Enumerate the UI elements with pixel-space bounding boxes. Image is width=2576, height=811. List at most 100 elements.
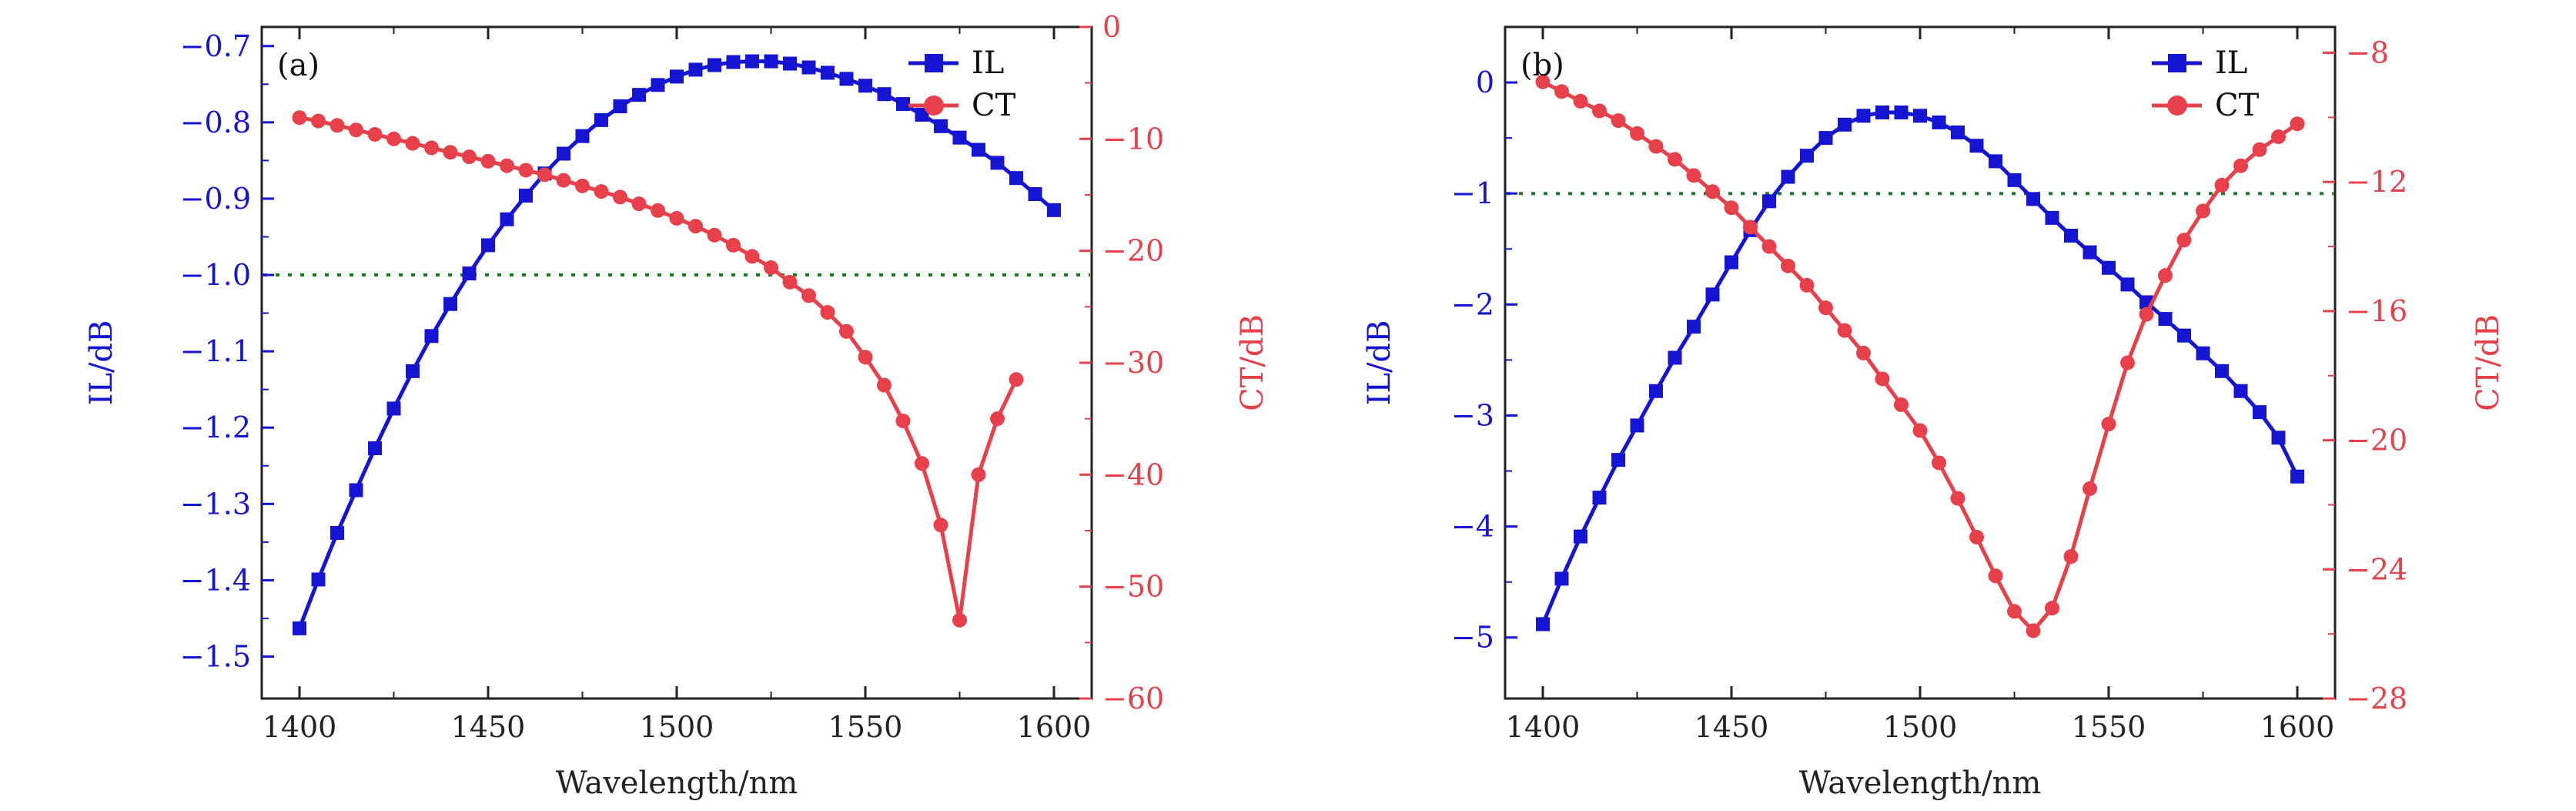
panel-a-legend-ct-marker [924,96,944,116]
y-left-tick-label: −2 [1451,287,1494,321]
panel-a-frame [260,25,1093,700]
data-point-il [972,142,985,157]
data-point-il [1762,194,1776,209]
y-right-tick-label: −30 [1102,346,1164,380]
data-point-ct [1894,397,1909,412]
data-point-il [1574,529,1587,544]
data-point-ct [801,288,816,303]
data-point-il [2233,384,2248,398]
data-point-ct [424,140,439,156]
data-point-ct [443,145,458,160]
data-point-ct [1969,529,1984,545]
y-right-tick-label: −60 [1102,682,1164,715]
data-point-il [651,78,665,92]
panel-b-legend-il-label: IL [2215,45,2247,81]
data-point-ct [1724,200,1739,216]
data-point-il [594,112,608,127]
data-point-il [1705,287,1720,302]
data-point-ct [1950,491,1965,506]
data-point-ct [1932,455,1946,471]
y-left-tick-label: −1.5 [180,640,251,674]
data-point-ct [915,456,929,471]
data-point-il [349,483,363,498]
y-left-tick-label: −3 [1451,398,1494,432]
data-point-ct [2120,355,2135,370]
data-point-il [557,146,570,161]
data-point-ct [877,377,892,393]
x-tick-label: 1600 [1017,710,1092,744]
data-point-ct [1875,371,1890,387]
data-point-ct [1668,152,1682,167]
data-point-il [839,72,854,86]
data-point-ct [575,178,590,193]
y-right-tick-label: −40 [1102,457,1164,491]
x-tick-label: 1550 [2072,710,2146,744]
data-point-il [952,130,967,145]
data-point-il [2215,364,2229,378]
data-point-ct [651,203,665,218]
data-point-ct [2139,307,2154,322]
panel-a-legend-ct-label: CT [972,88,1016,123]
series-line-ct [1541,80,2299,633]
data-point-il [2196,346,2210,360]
data-point-il [1818,131,1833,146]
y-right-tick-label: −20 [2346,424,2407,457]
x-tick-label: 1400 [263,710,337,744]
data-point-ct [744,249,760,264]
data-point-ct [1611,113,1626,129]
data-point-ct [688,219,703,234]
data-point-ct [556,173,571,188]
data-point-ct [764,260,778,275]
y-right-tick-label: −10 [1102,122,1164,156]
data-point-il [613,99,627,114]
data-point-ct [1648,139,1664,154]
data-point-ct [1837,323,1852,338]
data-point-ct [952,612,967,628]
panel-b-xlabel: Wavelength/nm [1799,766,2042,801]
data-point-ct [2045,601,2059,616]
data-point-il [1875,105,1889,119]
data-point-ct [2176,233,2192,248]
data-point-ct [2007,604,2022,619]
y-left-tick-label: −5 [1451,621,1494,655]
data-point-ct [858,350,873,365]
x-tick-label: 1600 [2260,710,2335,744]
data-point-il [2026,192,2040,206]
data-point-ct [2271,129,2286,145]
data-point-il [708,58,721,72]
data-point-ct [1799,277,1815,293]
data-point-ct [1573,93,1588,109]
data-point-ct [1554,84,1569,99]
data-point-ct [1535,74,1551,89]
data-point-il [330,525,344,540]
data-point-il [406,364,420,378]
panel-a-series-layer [292,54,1061,635]
data-point-il [500,212,514,226]
y-right-tick-label: −16 [2346,294,2407,328]
data-point-ct [2196,203,2210,219]
data-point-il [801,60,816,75]
data-point-ct [518,163,534,178]
data-point-ct [895,414,911,429]
data-point-ct [292,110,307,126]
data-point-il [462,266,477,281]
data-point-il [934,119,948,133]
data-point-il [1725,255,1738,270]
panel-b-legend-ct-label: CT [2215,88,2260,123]
data-point-il [519,188,533,203]
panel-a-ylabel-left: IL/dB [84,320,119,406]
y-right-tick-label: −50 [1102,570,1164,604]
data-point-ct [594,184,609,199]
data-point-ct [971,467,986,482]
data-point-ct [1592,103,1607,119]
panel-a: 1400 1450 1500 1550 1600 −0.7 −0.8 −0.9 −1.0 −1.1… [84,10,1270,801]
data-point-il [688,62,703,77]
data-point-il [1800,149,1814,163]
data-point-il [2253,405,2267,420]
data-point-il [1536,617,1550,632]
panel-b-legend-il-marker [2168,54,2186,72]
data-point-il [858,79,872,93]
data-point-ct [1818,300,1833,316]
data-point-ct [1705,184,1720,199]
data-point-ct [2158,268,2173,283]
